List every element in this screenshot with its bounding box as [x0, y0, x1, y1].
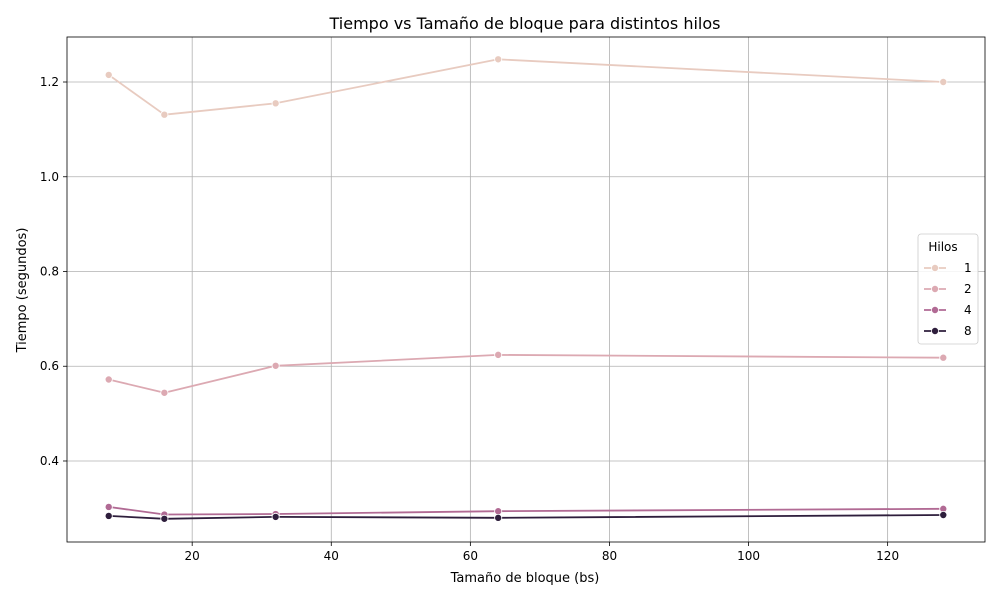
legend-title: Hilos [928, 240, 957, 254]
legend-swatch-marker [931, 326, 940, 335]
legend-swatch-marker [931, 284, 940, 293]
x-tick-label: 100 [737, 549, 760, 563]
series-2 [104, 350, 948, 397]
y-tick-label: 0.4 [40, 454, 59, 468]
legend-label: 2 [964, 282, 972, 296]
chart-title: Tiempo vs Tamaño de bloque para distinto… [329, 14, 721, 33]
data-point [494, 513, 503, 522]
data-point [271, 361, 280, 370]
data-point [271, 512, 280, 521]
data-point [104, 511, 113, 520]
series-layer [104, 55, 948, 523]
y-tick-label: 0.6 [40, 359, 59, 373]
legend-label: 8 [964, 324, 972, 338]
data-point [939, 510, 948, 519]
data-point [104, 375, 113, 384]
y-tick-label: 1.0 [40, 170, 59, 184]
legend-box [917, 233, 979, 345]
data-point [494, 55, 503, 64]
legend-swatch-marker [931, 305, 940, 314]
legend-item-8: 8 [924, 324, 972, 338]
y-tick-label: 0.8 [40, 264, 59, 278]
series-8 [104, 510, 948, 523]
data-point [160, 110, 169, 119]
x-tick-label: 80 [602, 549, 617, 563]
plot-area-frame [66, 36, 986, 543]
data-point [160, 388, 169, 397]
x-axis-label: Tamaño de bloque (bs) [450, 571, 600, 586]
data-point [939, 78, 948, 87]
legend-item-1: 1 [924, 261, 972, 275]
legend-item-2: 2 [924, 282, 972, 296]
legend-swatch-marker [931, 263, 940, 272]
legend-item-4: 4 [924, 303, 972, 317]
data-point [104, 70, 113, 79]
x-tick-label: 120 [876, 549, 899, 563]
legend-label: 1 [964, 261, 972, 275]
data-point [104, 502, 113, 511]
data-point [271, 99, 280, 108]
x-tick-label: 60 [463, 549, 478, 563]
x-tick-label: 20 [185, 549, 200, 563]
axis-ticks: 20 40 60 80 100 120 0.4 0.6 0.8 1.0 1.2 [40, 75, 899, 563]
y-tick-label: 1.2 [40, 75, 59, 89]
legend: Hilos 1 2 4 8 [917, 233, 979, 345]
data-point [939, 353, 948, 362]
data-point [160, 514, 169, 523]
y-axis-label: Tiempo (segundos) [15, 228, 30, 354]
legend-label: 4 [964, 303, 972, 317]
data-point [494, 507, 503, 516]
x-tick-label: 40 [324, 549, 339, 563]
grid [67, 37, 985, 542]
series-1 [104, 55, 948, 119]
data-point [494, 350, 503, 359]
